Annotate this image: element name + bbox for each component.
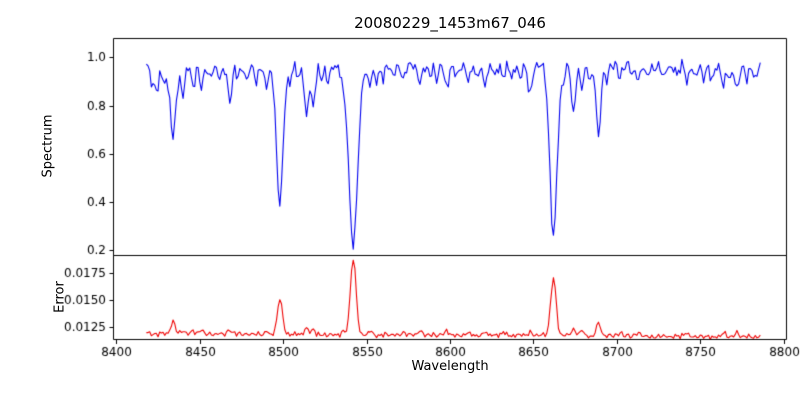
spectrum-y-axis-label: Spectrum xyxy=(40,114,56,178)
plot-title: 20080229_1453m67_046 xyxy=(354,14,546,32)
error-y-axis-label: Error xyxy=(52,281,68,313)
x-axis-label: Wavelength xyxy=(411,359,489,374)
